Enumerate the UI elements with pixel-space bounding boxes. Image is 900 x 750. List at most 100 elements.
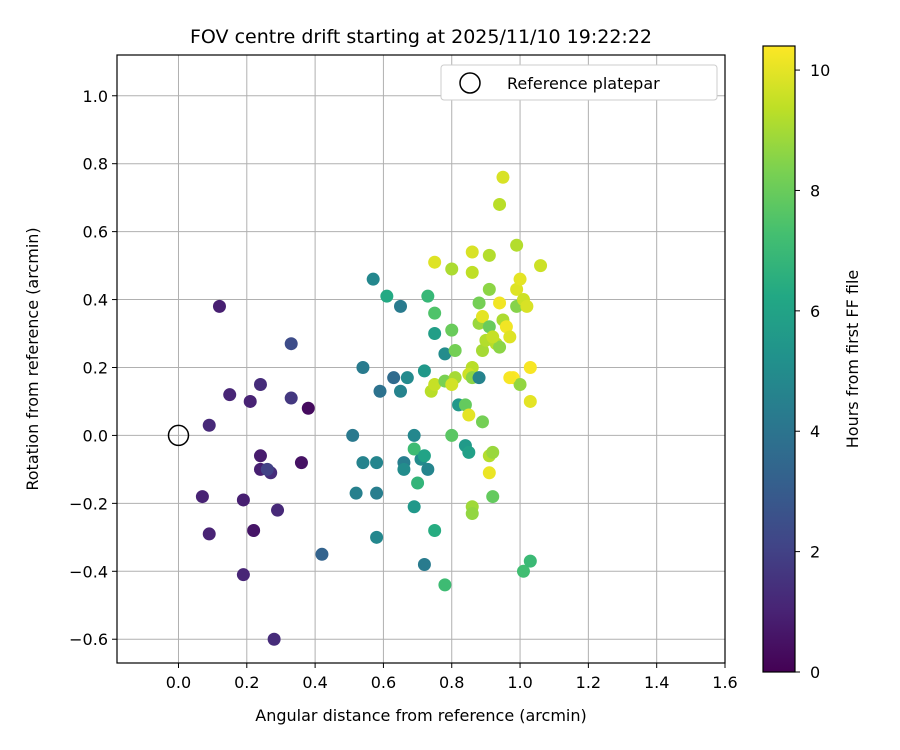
scatter-point xyxy=(493,296,507,310)
colorbar-tick-label: 0 xyxy=(810,663,820,682)
legend-marker-icon xyxy=(459,72,481,94)
x-tick-label: 1.2 xyxy=(576,673,601,692)
x-tick-label: 0.6 xyxy=(371,673,396,692)
x-axis-ticks: 0.0 0.2 0.4 0.6 0.8 1.0 1.2 1.4 1.6 xyxy=(166,663,738,692)
scatter-point xyxy=(486,445,500,459)
scatter-point xyxy=(475,415,489,429)
scatter-point xyxy=(475,344,489,358)
y-axis-label: Rotation from reference (arcmin) xyxy=(23,227,42,490)
scatter-point xyxy=(247,524,261,538)
scatter-point xyxy=(260,462,274,476)
legend-label: Reference platepar xyxy=(507,74,660,93)
scatter-point xyxy=(428,306,442,320)
scatter-point xyxy=(195,490,209,504)
colorbar-tick-label: 8 xyxy=(810,181,820,200)
scatter-point xyxy=(370,530,384,544)
scatter-point xyxy=(465,507,479,521)
y-tick-label: −0.4 xyxy=(69,562,108,581)
x-tick-label: 0.2 xyxy=(234,673,259,692)
scatter-point xyxy=(243,394,257,408)
scatter-point xyxy=(349,486,363,500)
scatter-point xyxy=(462,408,476,422)
y-tick-label: −0.2 xyxy=(69,494,108,513)
scatter-point xyxy=(421,462,435,476)
colorbar: 0 2 4 6 8 10 Hours from first FF file xyxy=(762,45,862,682)
scatter-point xyxy=(493,197,507,211)
scatter-point xyxy=(366,272,380,286)
scatter-point xyxy=(223,388,237,402)
scatter-point xyxy=(445,377,459,391)
y-tick-label: 0.0 xyxy=(83,426,108,445)
colorbar-gradient xyxy=(762,45,796,673)
scatter-point xyxy=(397,462,411,476)
y-tick-label: 1.0 xyxy=(83,87,108,106)
scatter-point xyxy=(428,327,442,341)
y-tick-label: 0.4 xyxy=(83,291,108,310)
colorbar-tick-label: 2 xyxy=(810,543,820,562)
scatter-point xyxy=(428,255,442,269)
scatter-point xyxy=(499,320,513,334)
scatter-point xyxy=(202,527,216,541)
scatter-point xyxy=(472,371,486,385)
scatter-point xyxy=(212,299,226,313)
y-tick-label: 0.2 xyxy=(83,358,108,377)
scatter-point xyxy=(315,547,329,561)
scatter-point xyxy=(346,428,360,442)
plot-frame xyxy=(116,54,726,664)
scatter-point xyxy=(428,377,442,391)
scatter-point xyxy=(356,360,370,374)
scatter-point xyxy=(407,428,421,442)
scatter-point xyxy=(486,490,500,504)
scatter-point xyxy=(394,384,408,398)
scatter-point xyxy=(428,524,442,538)
scatter-point xyxy=(472,296,486,310)
scatter-point xyxy=(462,445,476,459)
scatter-point xyxy=(496,170,510,184)
x-axis-label: Angular distance from reference (arcmin) xyxy=(255,706,586,725)
x-tick-label: 0.4 xyxy=(302,673,327,692)
scatter-point xyxy=(482,248,496,262)
scatter-point xyxy=(486,330,500,344)
scatter-point xyxy=(267,632,281,646)
legend: Reference platepar xyxy=(440,64,718,101)
scatter-point xyxy=(417,364,431,378)
scatter-point xyxy=(301,401,315,415)
scatter-point xyxy=(458,398,472,412)
scatter-point xyxy=(465,245,479,259)
scatter-point xyxy=(370,456,384,470)
scatter-point xyxy=(513,377,527,391)
scatter-point xyxy=(482,320,496,334)
y-tick-label: −0.6 xyxy=(69,630,108,649)
scatter-point xyxy=(236,568,250,582)
scatter-point xyxy=(503,330,517,344)
scatter-point xyxy=(380,289,394,303)
scatter-point xyxy=(421,289,435,303)
reference-platepar-marker xyxy=(167,424,190,447)
colorbar-label: Hours from first FF file xyxy=(843,270,862,449)
scatter-point xyxy=(202,418,216,432)
scatter-point xyxy=(465,265,479,279)
scatter-point xyxy=(493,340,507,354)
scatter-point xyxy=(271,503,285,517)
scatter-point xyxy=(510,282,524,296)
x-tick-label: 0.0 xyxy=(166,673,191,692)
scatter-point xyxy=(417,449,431,463)
y-tick-label: 0.6 xyxy=(83,223,108,242)
plot-background xyxy=(117,55,725,663)
scatter-point xyxy=(445,262,459,276)
scatter-point xyxy=(407,500,421,514)
scatter-point xyxy=(284,391,298,405)
y-tick-label: 0.8 xyxy=(83,155,108,174)
scatter-point xyxy=(445,428,459,442)
colorbar-ticks: 0 2 4 6 8 10 xyxy=(795,61,830,682)
scatter-point xyxy=(356,456,370,470)
scatter-point xyxy=(394,299,408,313)
legend-box xyxy=(440,64,718,101)
y-axis-ticks: −0.6 −0.4 −0.2 0.0 0.2 0.4 0.6 0.8 1.0 xyxy=(69,87,117,649)
scatter-point xyxy=(503,371,517,385)
scatter-point xyxy=(516,564,530,578)
scatter-point xyxy=(417,557,431,571)
scatter-point xyxy=(448,344,462,358)
scatter-point xyxy=(520,299,534,313)
scatter-point xyxy=(284,337,298,351)
